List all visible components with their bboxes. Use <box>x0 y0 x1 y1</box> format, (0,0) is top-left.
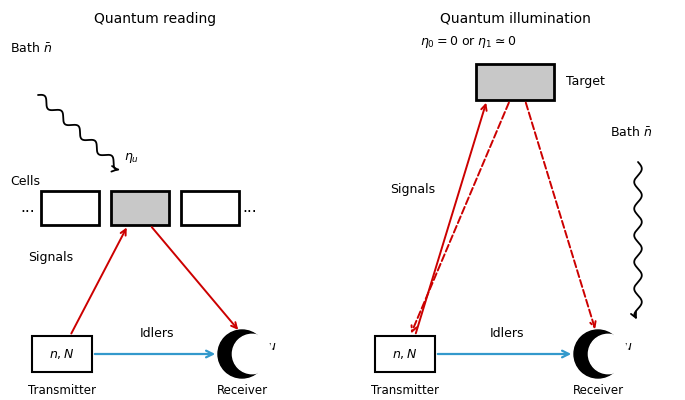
Text: $u$: $u$ <box>267 340 277 354</box>
Text: $n, N$: $n, N$ <box>49 347 75 361</box>
Text: Target: Target <box>566 76 605 88</box>
Circle shape <box>232 334 272 374</box>
Text: ...: ... <box>242 200 258 216</box>
Text: ...: ... <box>21 200 36 216</box>
Text: Idlers: Idlers <box>140 327 174 340</box>
Bar <box>375 336 435 372</box>
Text: $n, N$: $n, N$ <box>393 347 418 361</box>
Text: Signals: Signals <box>390 184 435 196</box>
Text: Signals: Signals <box>28 252 73 264</box>
Text: Bath $\bar{n}$: Bath $\bar{n}$ <box>10 41 52 55</box>
Bar <box>181 191 239 225</box>
Text: Receiver: Receiver <box>573 384 623 397</box>
Text: $\eta_0 = 0$ or $\eta_1 \simeq 0$: $\eta_0 = 0$ or $\eta_1 \simeq 0$ <box>420 34 516 50</box>
Text: Transmitter: Transmitter <box>28 384 96 397</box>
Bar <box>111 191 169 225</box>
Text: Idlers: Idlers <box>489 327 524 340</box>
Text: Receiver: Receiver <box>216 384 268 397</box>
Text: $u$: $u$ <box>623 340 633 354</box>
Bar <box>41 191 99 225</box>
Circle shape <box>218 330 266 378</box>
Text: $\eta_u$: $\eta_u$ <box>124 151 139 165</box>
Text: Cells: Cells <box>10 176 40 188</box>
Text: Quantum illumination: Quantum illumination <box>440 12 590 26</box>
Circle shape <box>588 334 627 374</box>
Text: Quantum reading: Quantum reading <box>94 12 216 26</box>
Bar <box>476 64 554 100</box>
Text: Transmitter: Transmitter <box>371 384 439 397</box>
Text: Bath $\bar{n}$: Bath $\bar{n}$ <box>610 125 652 139</box>
Bar <box>32 336 92 372</box>
Circle shape <box>574 330 622 378</box>
